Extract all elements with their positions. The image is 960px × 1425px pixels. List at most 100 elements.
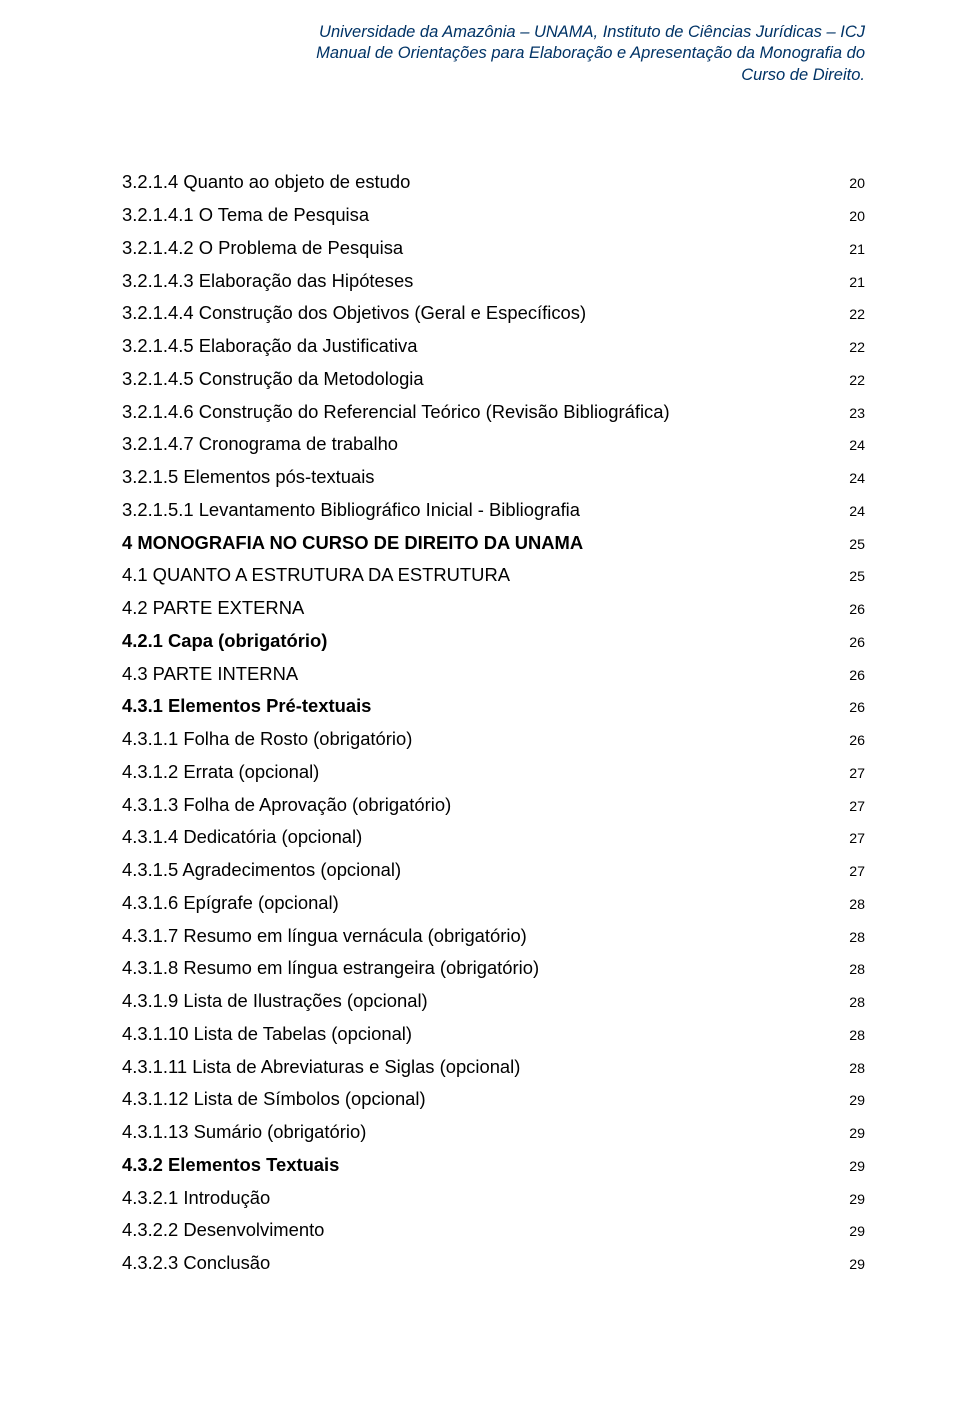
toc-page-number: 28 [849, 926, 865, 951]
toc-row: 3.2.1.5.1 Levantamento Bibliográfico Ini… [122, 494, 865, 527]
toc-title: 4.3.1.9 Lista de Ilustrações (opcional) [122, 985, 849, 1018]
toc-title: 4.3.1.7 Resumo em língua vernácula (obri… [122, 920, 849, 953]
toc-page-number: 26 [849, 664, 865, 689]
toc-row: 3.2.1.5 Elementos pós-textuais24 [122, 461, 865, 494]
toc-row: 4.3.2.2 Desenvolvimento29 [122, 1214, 865, 1247]
toc-page-number: 28 [849, 1057, 865, 1082]
toc-title: 4.3.2.2 Desenvolvimento [122, 1214, 849, 1247]
toc-row: 4.3.1.8 Resumo em língua estrangeira (ob… [122, 952, 865, 985]
header-line-2: Manual de Orientações para Elaboração e … [122, 43, 865, 64]
toc-row: 4.3.1 Elementos Pré-textuais26 [122, 690, 865, 723]
toc-title: 4.2.1 Capa (obrigatório) [122, 625, 849, 658]
toc-title: 4.2 PARTE EXTERNA [122, 592, 849, 625]
toc-title: 3.2.1.5 Elementos pós-textuais [122, 461, 849, 494]
table-of-contents: 3.2.1.4 Quanto ao objeto de estudo203.2.… [122, 166, 865, 1280]
toc-page-number: 22 [849, 336, 865, 361]
toc-title: 3.2.1.4.3 Elaboração das Hipóteses [122, 265, 849, 298]
toc-page-number: 24 [849, 467, 865, 492]
toc-row: 3.2.1.4.1 O Tema de Pesquisa20 [122, 199, 865, 232]
toc-row: 4.3.1.7 Resumo em língua vernácula (obri… [122, 920, 865, 953]
toc-title: 4.3.1.8 Resumo em língua estrangeira (ob… [122, 952, 849, 985]
toc-page-number: 20 [849, 172, 865, 197]
toc-title: 4.3.1.5 Agradecimentos (opcional) [122, 854, 849, 887]
toc-page-number: 29 [849, 1220, 865, 1245]
toc-title: 4 MONOGRAFIA NO CURSO DE DIREITO DA UNAM… [122, 527, 849, 560]
toc-page-number: 25 [849, 565, 865, 590]
toc-title: 4.3.1.11 Lista de Abreviaturas e Siglas … [122, 1051, 849, 1084]
toc-row: 3.2.1.4 Quanto ao objeto de estudo20 [122, 166, 865, 199]
toc-page-number: 27 [849, 827, 865, 852]
toc-page-number: 22 [849, 369, 865, 394]
toc-row: 4.3.1.9 Lista de Ilustrações (opcional)2… [122, 985, 865, 1018]
toc-title: 4.3.1.2 Errata (opcional) [122, 756, 849, 789]
toc-title: 4.1 QUANTO A ESTRUTURA DA ESTRUTURA [122, 559, 849, 592]
toc-title: 3.2.1.4.1 O Tema de Pesquisa [122, 199, 849, 232]
toc-row: 4.2 PARTE EXTERNA26 [122, 592, 865, 625]
toc-title: 4.3 PARTE INTERNA [122, 658, 849, 691]
toc-title: 3.2.1.4.5 Elaboração da Justificativa [122, 330, 849, 363]
toc-page-number: 28 [849, 958, 865, 983]
toc-page-number: 27 [849, 762, 865, 787]
toc-row: 3.2.1.4.4 Construção dos Objetivos (Gera… [122, 297, 865, 330]
toc-title: 4.3.1.1 Folha de Rosto (obrigatório) [122, 723, 849, 756]
toc-title: 3.2.1.5.1 Levantamento Bibliográfico Ini… [122, 494, 849, 527]
toc-title: 4.3.1.4 Dedicatória (opcional) [122, 821, 849, 854]
toc-title: 4.3.2.3 Conclusão [122, 1247, 849, 1280]
toc-row: 4.3.2 Elementos Textuais29 [122, 1149, 865, 1182]
toc-row: 4.3 PARTE INTERNA26 [122, 658, 865, 691]
toc-page-number: 28 [849, 1024, 865, 1049]
toc-page-number: 21 [849, 238, 865, 263]
toc-row: 3.2.1.4.5 Elaboração da Justificativa22 [122, 330, 865, 363]
toc-page-number: 20 [849, 205, 865, 230]
toc-title: 3.2.1.4.4 Construção dos Objetivos (Gera… [122, 297, 849, 330]
toc-row: 4.1 QUANTO A ESTRUTURA DA ESTRUTURA25 [122, 559, 865, 592]
toc-page-number: 29 [849, 1155, 865, 1180]
toc-row: 4.3.1.4 Dedicatória (opcional)27 [122, 821, 865, 854]
toc-title: 4.3.1.6 Epígrafe (opcional) [122, 887, 849, 920]
toc-page-number: 28 [849, 991, 865, 1016]
toc-page-number: 24 [849, 500, 865, 525]
toc-title: 4.3.1.12 Lista de Símbolos (opcional) [122, 1083, 849, 1116]
toc-row: 3.2.1.4.6 Construção do Referencial Teór… [122, 396, 865, 429]
header-line-3: Curso de Direito. [122, 65, 865, 86]
toc-page-number: 29 [849, 1253, 865, 1278]
toc-title: 4.3.2.1 Introdução [122, 1182, 849, 1215]
toc-page-number: 26 [849, 729, 865, 754]
toc-row: 4.2.1 Capa (obrigatório)26 [122, 625, 865, 658]
toc-page-number: 26 [849, 598, 865, 623]
toc-row: 4.3.1.11 Lista de Abreviaturas e Siglas … [122, 1051, 865, 1084]
toc-title: 3.2.1.4 Quanto ao objeto de estudo [122, 166, 849, 199]
toc-title: 3.2.1.4.5 Construção da Metodologia [122, 363, 849, 396]
toc-title: 3.2.1.4.7 Cronograma de trabalho [122, 428, 849, 461]
toc-row: 3.2.1.4.5 Construção da Metodologia22 [122, 363, 865, 396]
toc-title: 4.3.1.13 Sumário (obrigatório) [122, 1116, 849, 1149]
header-line-1: Universidade da Amazônia – UNAMA, Instit… [122, 22, 865, 43]
toc-page-number: 27 [849, 795, 865, 820]
document-header: Universidade da Amazônia – UNAMA, Instit… [122, 22, 865, 86]
toc-row: 4.3.2.3 Conclusão29 [122, 1247, 865, 1280]
toc-title: 4.3.2 Elementos Textuais [122, 1149, 849, 1182]
toc-page-number: 23 [849, 402, 865, 427]
toc-page-number: 27 [849, 860, 865, 885]
toc-page-number: 29 [849, 1188, 865, 1213]
toc-page-number: 29 [849, 1089, 865, 1114]
toc-row: 4.3.1.2 Errata (opcional)27 [122, 756, 865, 789]
toc-page-number: 24 [849, 434, 865, 459]
toc-page-number: 25 [849, 533, 865, 558]
toc-row: 3.2.1.4.2 O Problema de Pesquisa21 [122, 232, 865, 265]
document-page: Universidade da Amazônia – UNAMA, Instit… [0, 0, 960, 1425]
toc-title: 4.3.1.10 Lista de Tabelas (opcional) [122, 1018, 849, 1051]
toc-title: 3.2.1.4.6 Construção do Referencial Teór… [122, 396, 849, 429]
toc-title: 4.3.1.3 Folha de Aprovação (obrigatório) [122, 789, 849, 822]
toc-row: 4.3.1.1 Folha de Rosto (obrigatório)26 [122, 723, 865, 756]
toc-title: 4.3.1 Elementos Pré-textuais [122, 690, 849, 723]
toc-row: 4.3.1.6 Epígrafe (opcional)28 [122, 887, 865, 920]
toc-page-number: 26 [849, 631, 865, 656]
toc-page-number: 26 [849, 696, 865, 721]
toc-page-number: 29 [849, 1122, 865, 1147]
toc-row: 4.3.2.1 Introdução29 [122, 1182, 865, 1215]
toc-row: 4.3.1.3 Folha de Aprovação (obrigatório)… [122, 789, 865, 822]
toc-page-number: 28 [849, 893, 865, 918]
toc-row: 4.3.1.12 Lista de Símbolos (opcional)29 [122, 1083, 865, 1116]
toc-title: 3.2.1.4.2 O Problema de Pesquisa [122, 232, 849, 265]
